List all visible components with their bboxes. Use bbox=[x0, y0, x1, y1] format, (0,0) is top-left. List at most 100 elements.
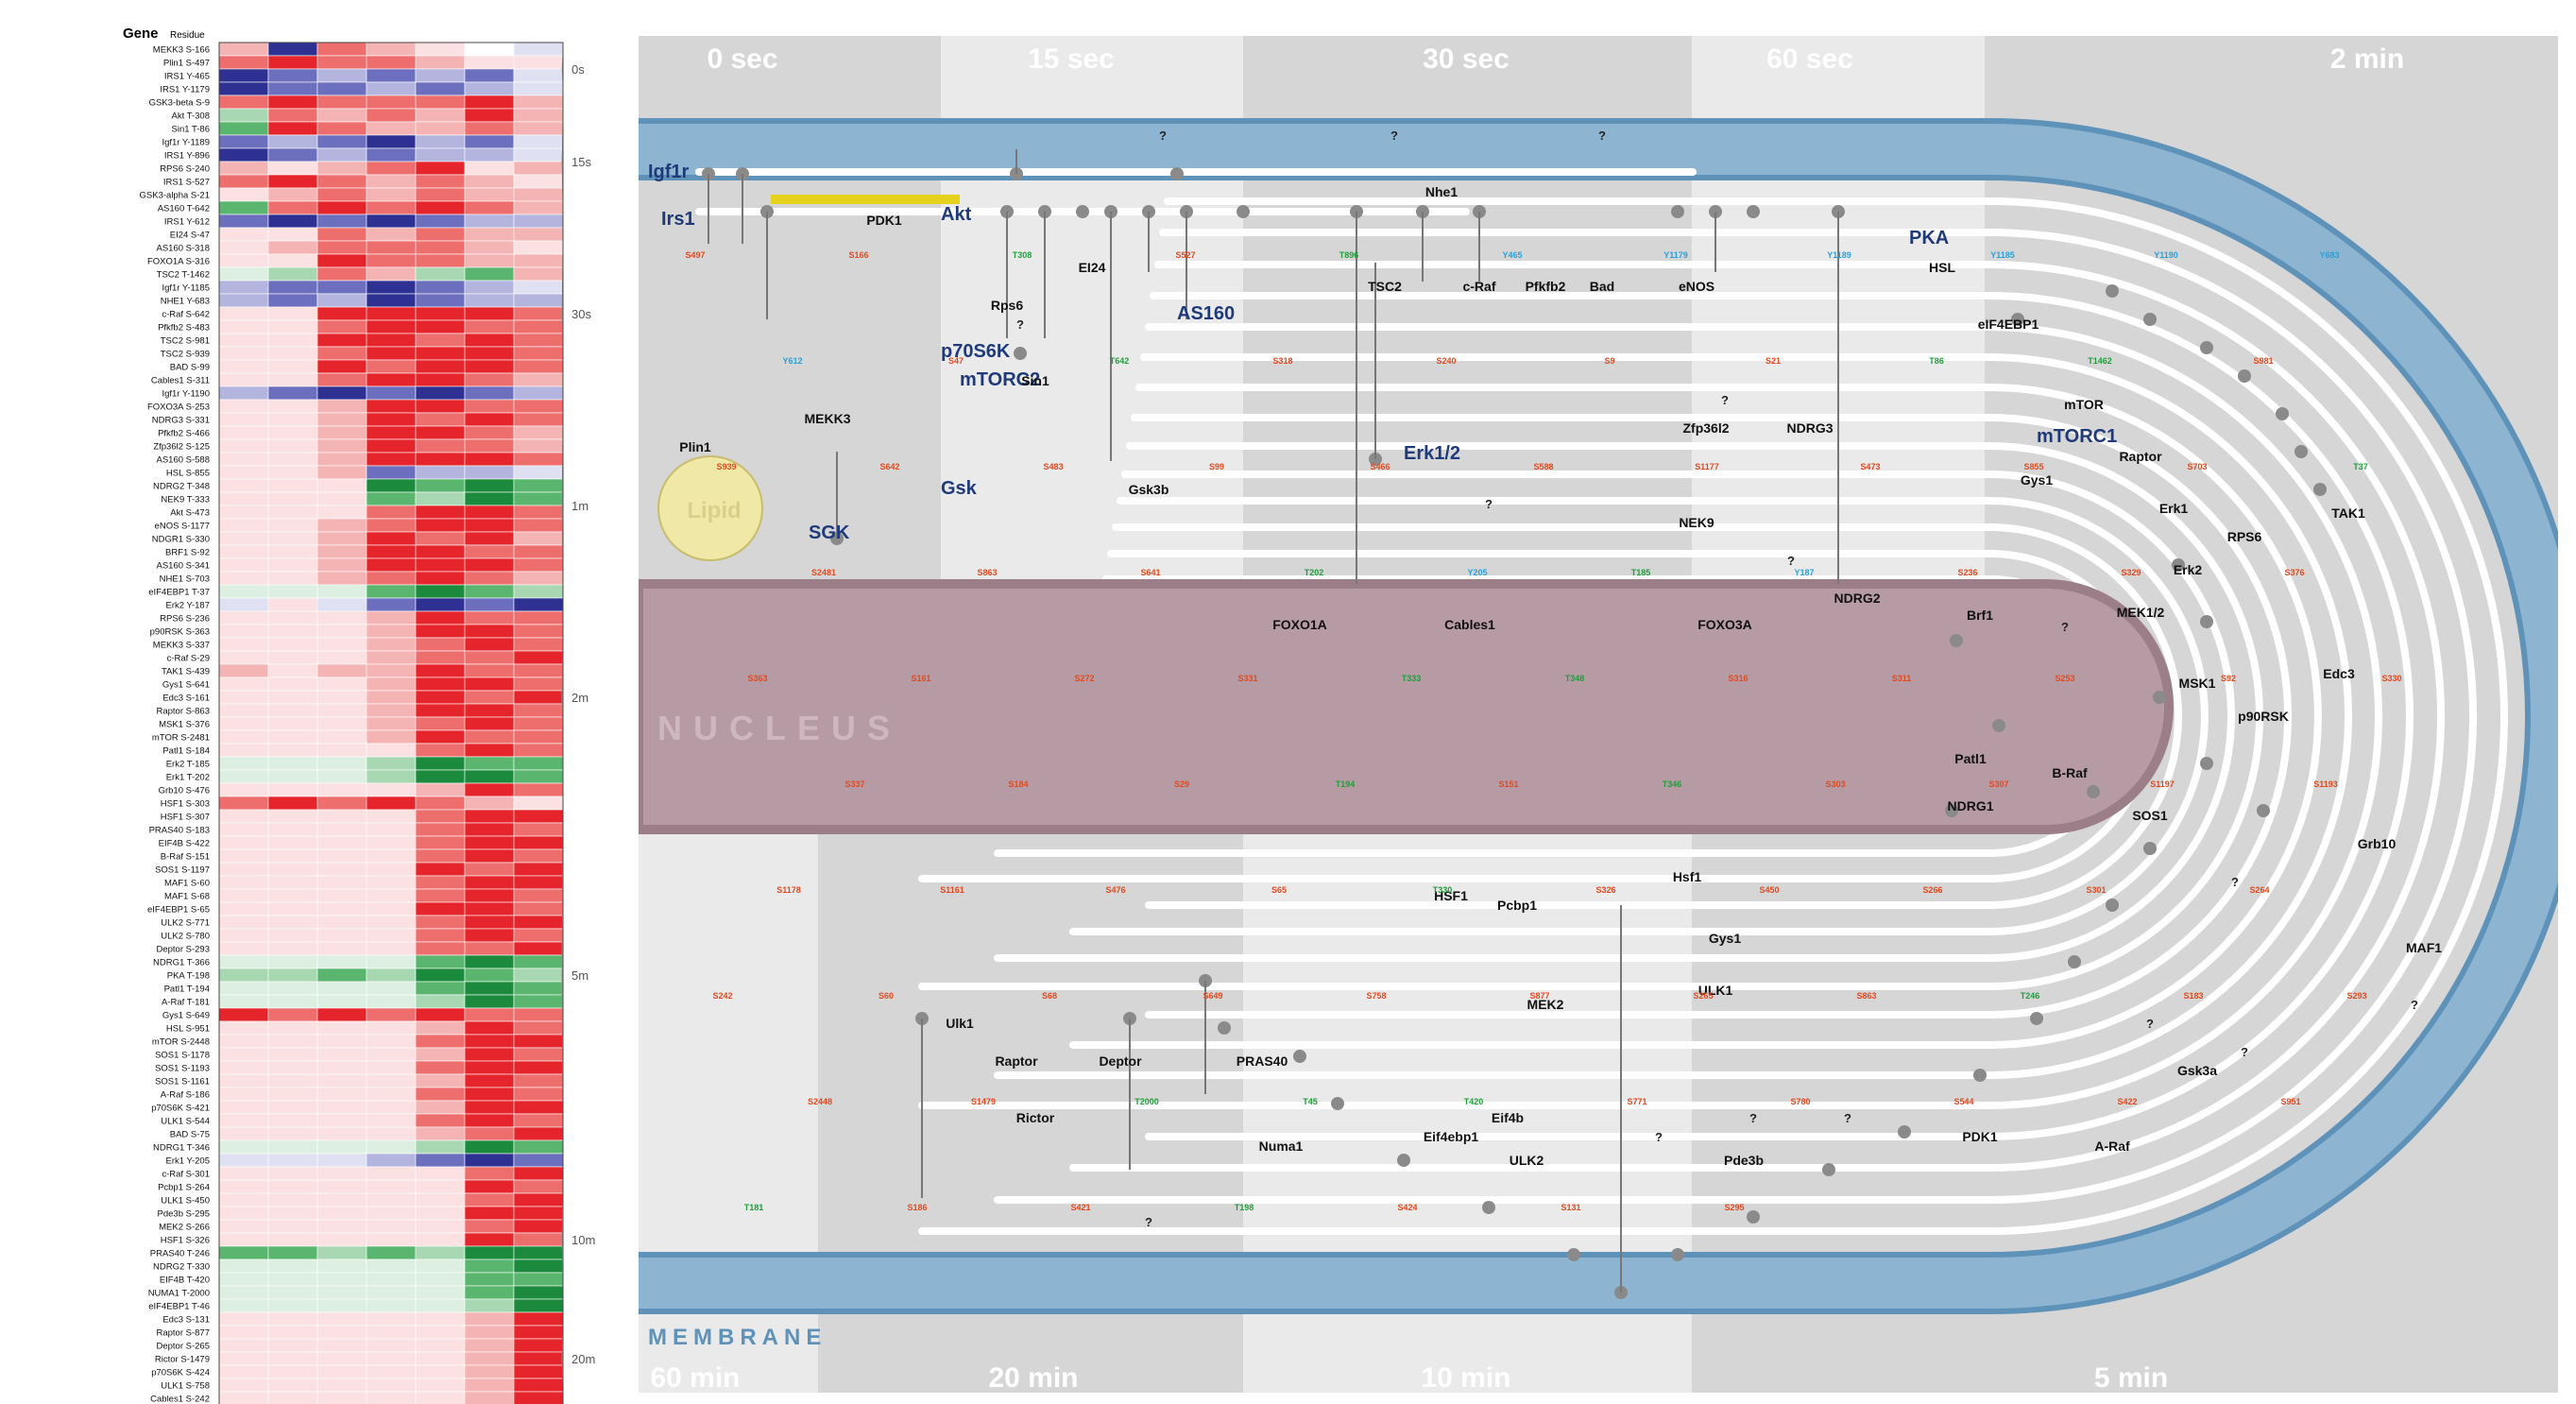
heatmap-cell bbox=[513, 68, 564, 83]
site-label: S466 bbox=[1370, 462, 1390, 471]
heatmap-cell bbox=[464, 42, 515, 57]
heatmap-cell bbox=[464, 571, 515, 586]
heatmap-cell bbox=[464, 835, 515, 850]
heatmap-cell bbox=[366, 994, 417, 1009]
heatmap-cell bbox=[366, 1245, 417, 1260]
heatmap-cell bbox=[464, 385, 515, 401]
heatmap-cell bbox=[316, 240, 367, 255]
heatmap-cell bbox=[513, 346, 564, 361]
site-label: S331 bbox=[1237, 674, 1257, 683]
heatmap-cell bbox=[464, 68, 515, 83]
substrate-label: FOXO1A bbox=[1272, 617, 1327, 632]
site-label: T348 bbox=[1565, 674, 1585, 683]
heatmap-row-label: Pde3b S-295 bbox=[158, 1209, 210, 1220]
heatmap-cell bbox=[464, 1126, 515, 1141]
heatmap-cell bbox=[464, 1206, 515, 1221]
heatmap-cell bbox=[218, 359, 269, 374]
site-label: S151 bbox=[1498, 779, 1518, 789]
heatmap-cell bbox=[316, 1245, 367, 1260]
substrate-label: Edc3 bbox=[2323, 666, 2355, 681]
kinase-label: mTORC1 bbox=[2037, 426, 2117, 447]
heatmap-cell bbox=[218, 412, 269, 427]
substrate-label: Hsf1 bbox=[1673, 869, 1702, 884]
heatmap-cell bbox=[267, 227, 318, 242]
heatmap-cell bbox=[316, 637, 367, 652]
unknown-mark: ? bbox=[1145, 1215, 1152, 1229]
heatmap-cell bbox=[366, 1153, 417, 1168]
heatmap-cell bbox=[267, 372, 318, 387]
heatmap-cell bbox=[366, 1258, 417, 1274]
substrate-label: Gsk3b bbox=[1129, 482, 1169, 497]
site-label: S92 bbox=[2221, 674, 2236, 683]
site-label: S68 bbox=[1042, 991, 1057, 1001]
heatmap-cell bbox=[218, 1100, 269, 1115]
heatmap-cell bbox=[366, 1060, 417, 1075]
heatmap-cell bbox=[464, 756, 515, 771]
signal-node bbox=[2011, 313, 2024, 326]
heatmap-cell bbox=[218, 42, 269, 57]
heatmap-cell bbox=[267, 1245, 318, 1260]
lipid-droplet bbox=[657, 455, 763, 561]
heatmap-cell bbox=[267, 1126, 318, 1141]
heatmap-time-label: 5m bbox=[571, 968, 589, 983]
heatmap-cell bbox=[415, 1073, 466, 1088]
heatmap-cell bbox=[464, 1391, 515, 1404]
heatmap-cell bbox=[218, 888, 269, 903]
heatmap-cell bbox=[464, 796, 515, 811]
heatmap-cell bbox=[267, 782, 318, 797]
heatmap-cell bbox=[366, 1166, 417, 1181]
heatmap-row-label: ULK1 S-758 bbox=[161, 1381, 210, 1392]
heatmap-cell bbox=[513, 1126, 564, 1141]
heatmap-cell bbox=[366, 1087, 417, 1102]
heatmap-cell bbox=[464, 888, 515, 903]
heatmap-row-label: BRF1 S-92 bbox=[165, 548, 210, 558]
heatmap-cell bbox=[415, 1139, 466, 1155]
site-label: S303 bbox=[1825, 779, 1845, 789]
heatmap-cell bbox=[267, 293, 318, 308]
heatmap-cell bbox=[513, 94, 564, 110]
heatmap-cell bbox=[415, 862, 466, 877]
signal-node bbox=[2257, 804, 2270, 817]
heatmap-cell bbox=[267, 875, 318, 890]
heatmap-cell bbox=[513, 531, 564, 546]
heatmap-cell bbox=[366, 319, 417, 334]
heatmap-cell bbox=[415, 796, 466, 811]
heatmap-cell bbox=[464, 147, 515, 163]
heatmap-cell bbox=[366, 1139, 417, 1155]
heatmap-cell bbox=[415, 240, 466, 255]
heatmap-cell bbox=[366, 214, 417, 229]
heatmap-cell bbox=[415, 901, 466, 916]
heatmap-row-label: PRAS40 S-183 bbox=[149, 826, 210, 836]
heatmap-cell bbox=[366, 809, 417, 824]
heatmap-cell bbox=[464, 954, 515, 969]
heatmap-cell bbox=[464, 478, 515, 493]
heatmap-cell bbox=[267, 624, 318, 639]
heatmap-cell bbox=[218, 1378, 269, 1393]
site-label: S363 bbox=[747, 674, 767, 683]
heatmap-cell bbox=[513, 1047, 564, 1062]
substrate-label: Zfp36l2 bbox=[1682, 420, 1729, 436]
signal-node bbox=[1331, 1097, 1344, 1110]
heatmap-cell bbox=[464, 306, 515, 321]
heatmap-row-label: HSL S-855 bbox=[166, 469, 210, 479]
heatmap-cell bbox=[267, 1113, 318, 1128]
site-label: S1161 bbox=[940, 885, 964, 895]
heatmap-cell bbox=[267, 200, 318, 215]
heatmap-cell bbox=[415, 1166, 466, 1181]
heatmap-row-label: TAK1 S-439 bbox=[162, 667, 210, 677]
heatmap-cell bbox=[366, 505, 417, 520]
substrate-label: Gsk3a bbox=[2177, 1063, 2217, 1078]
substrate-label: Nhe1 bbox=[1425, 184, 1458, 199]
heatmap-cell bbox=[415, 134, 466, 149]
heatmap-cell bbox=[316, 94, 367, 110]
substrate-label: Pcbp1 bbox=[1497, 898, 1537, 913]
substrate-label: MSK1 bbox=[2179, 676, 2216, 691]
signal-lane bbox=[1112, 523, 2182, 909]
heatmap-row-label: ULK2 S-771 bbox=[161, 918, 210, 929]
heatmap-row-label: Akt S-473 bbox=[170, 508, 210, 519]
signal-lane bbox=[994, 229, 2477, 1204]
heatmap-cell bbox=[464, 1338, 515, 1353]
heatmap-cell bbox=[316, 624, 367, 639]
heatmap-row-label: c-Raf S-301 bbox=[162, 1170, 210, 1180]
site-label: S326 bbox=[1595, 885, 1615, 895]
